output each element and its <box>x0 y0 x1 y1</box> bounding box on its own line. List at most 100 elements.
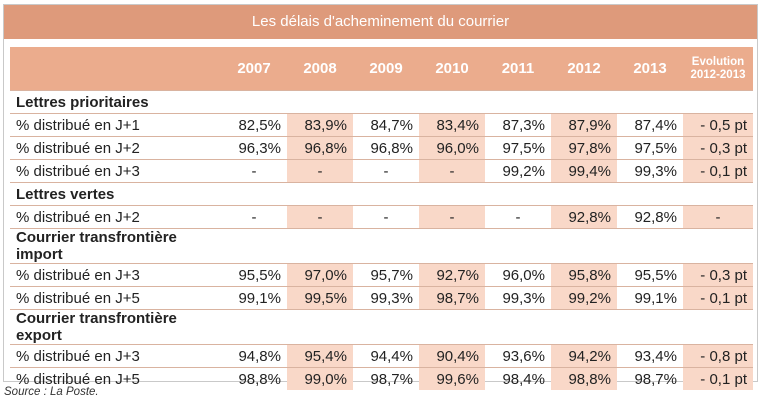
year-header: 2008 <box>287 47 353 90</box>
value-cell: 99,1% <box>617 286 683 309</box>
value-cell: 98,7% <box>353 367 419 390</box>
section-empty-cell <box>221 90 287 113</box>
year-header: 2009 <box>353 47 419 90</box>
section-empty-cell <box>551 309 617 344</box>
section-empty-cell <box>485 182 551 205</box>
value-cell: 98,8% <box>221 367 287 390</box>
evolution-cell: - 0,1 pt <box>683 367 753 390</box>
source-note: Source : La Poste. <box>4 386 99 398</box>
value-cell: 92,8% <box>617 205 683 228</box>
row-label: % distribué en J+2 <box>10 205 221 228</box>
row-label: % distribué en J+3 <box>10 159 221 182</box>
section-empty-cell <box>419 228 485 263</box>
value-cell: - <box>419 159 485 182</box>
value-cell: 97,0% <box>287 263 353 286</box>
value-cell: 96,8% <box>287 136 353 159</box>
year-header: 2010 <box>419 47 485 90</box>
value-cell: 99,6% <box>419 367 485 390</box>
section-empty-cell <box>485 228 551 263</box>
value-cell: 94,8% <box>221 344 287 367</box>
header-row: 2007 2008 2009 2010 2011 2012 2013 Evolu… <box>10 47 753 90</box>
evolution-header-line1: Evolution <box>691 55 745 68</box>
table-row: % distribué en J+1 82,5% 83,9% 84,7% 83,4% 87… <box>10 113 753 136</box>
section-empty-cell <box>221 182 287 205</box>
value-cell: - <box>287 205 353 228</box>
evolution-header-line2: 2012-2013 <box>690 68 746 81</box>
value-cell: 82,5% <box>221 113 287 136</box>
year-header: 2007 <box>221 47 287 90</box>
table-row: % distribué en J+2 96,3% 96,8% 96,8% 96,0% 97… <box>10 136 753 159</box>
table-row: % distribué en J+2- - - - -92,8% 92,8% - <box>10 205 753 228</box>
table-row: % distribué en J+3 95,5% 97,0% 95,7% 92,7% 96… <box>10 263 753 286</box>
value-cell: 83,9% <box>287 113 353 136</box>
section-empty-cell <box>353 228 419 263</box>
value-cell: 99,2% <box>485 159 551 182</box>
value-cell: 99,5% <box>287 286 353 309</box>
value-cell: 98,7% <box>419 286 485 309</box>
section-empty-cell <box>419 182 485 205</box>
row-label: % distribué en J+3 <box>10 344 221 367</box>
value-cell: 96,8% <box>353 136 419 159</box>
evolution-cell: - <box>683 205 753 228</box>
row-label: % distribué en J+1 <box>10 113 221 136</box>
evolution-cell: - 0,3 pt <box>683 263 753 286</box>
table-row: % distribué en J+5 98,8% 99,0% 98,7% 99,6% 98… <box>10 367 753 390</box>
section-empty-cell <box>353 182 419 205</box>
section-empty-cell <box>683 228 753 263</box>
value-cell: 99,3% <box>353 286 419 309</box>
value-cell: 99,4% <box>551 159 617 182</box>
table-frame: Les délais d'acheminement du courrier 20… <box>3 4 758 390</box>
value-cell: 96,3% <box>221 136 287 159</box>
value-cell: 99,3% <box>617 159 683 182</box>
table-row: % distribué en J+3 94,8% 95,4% 94,4% 90,4% 93… <box>10 344 753 367</box>
value-cell: - <box>221 205 287 228</box>
table-row: % distribué en J+5 99,1% 99,5% 99,3% 98,7% 99… <box>10 286 753 309</box>
header-empty-cell <box>10 47 221 90</box>
value-cell: 87,4% <box>617 113 683 136</box>
section-empty-cell <box>617 182 683 205</box>
year-header: 2012 <box>551 47 617 90</box>
section-empty-cell <box>353 90 419 113</box>
value-cell: - <box>287 159 353 182</box>
value-cell: 83,4% <box>419 113 485 136</box>
value-cell: 98,7% <box>617 367 683 390</box>
value-cell: 96,0% <box>485 263 551 286</box>
value-cell: - <box>353 159 419 182</box>
value-cell: 87,9% <box>551 113 617 136</box>
section-empty-cell <box>287 90 353 113</box>
value-cell: 92,7% <box>419 263 485 286</box>
evolution-header: Evolution 2012-2013 <box>683 47 753 90</box>
value-cell: - <box>485 205 551 228</box>
value-cell: 93,6% <box>485 344 551 367</box>
section-empty-cell <box>353 309 419 344</box>
section-row: Lettres prioritaires <box>10 90 753 113</box>
section-empty-cell <box>617 228 683 263</box>
value-cell: 98,4% <box>485 367 551 390</box>
section-empty-cell <box>485 90 551 113</box>
value-cell: 97,5% <box>485 136 551 159</box>
section-empty-cell <box>419 90 485 113</box>
value-cell: 99,2% <box>551 286 617 309</box>
section-empty-cell <box>683 90 753 113</box>
section-empty-cell <box>551 90 617 113</box>
section-empty-cell <box>221 309 287 344</box>
delivery-times-table: 2007 2008 2009 2010 2011 2012 2013 Evolu… <box>10 47 753 390</box>
section-row: Courrier transfrontière import <box>10 228 753 263</box>
value-cell: - <box>353 205 419 228</box>
value-cell: 92,8% <box>551 205 617 228</box>
section-empty-cell <box>287 182 353 205</box>
value-cell: - <box>419 205 485 228</box>
evolution-cell: - 0,3 pt <box>683 136 753 159</box>
section-title: Lettres prioritaires <box>10 90 221 113</box>
year-header: 2011 <box>485 47 551 90</box>
value-cell: 84,7% <box>353 113 419 136</box>
section-empty-cell <box>221 228 287 263</box>
value-cell: 95,5% <box>221 263 287 286</box>
row-label: % distribué en J+2 <box>10 136 221 159</box>
value-cell: 97,5% <box>617 136 683 159</box>
value-cell: - <box>221 159 287 182</box>
section-empty-cell <box>287 309 353 344</box>
value-cell: 95,4% <box>287 344 353 367</box>
value-cell: 95,5% <box>617 263 683 286</box>
section-title: Lettres vertes <box>10 182 221 205</box>
